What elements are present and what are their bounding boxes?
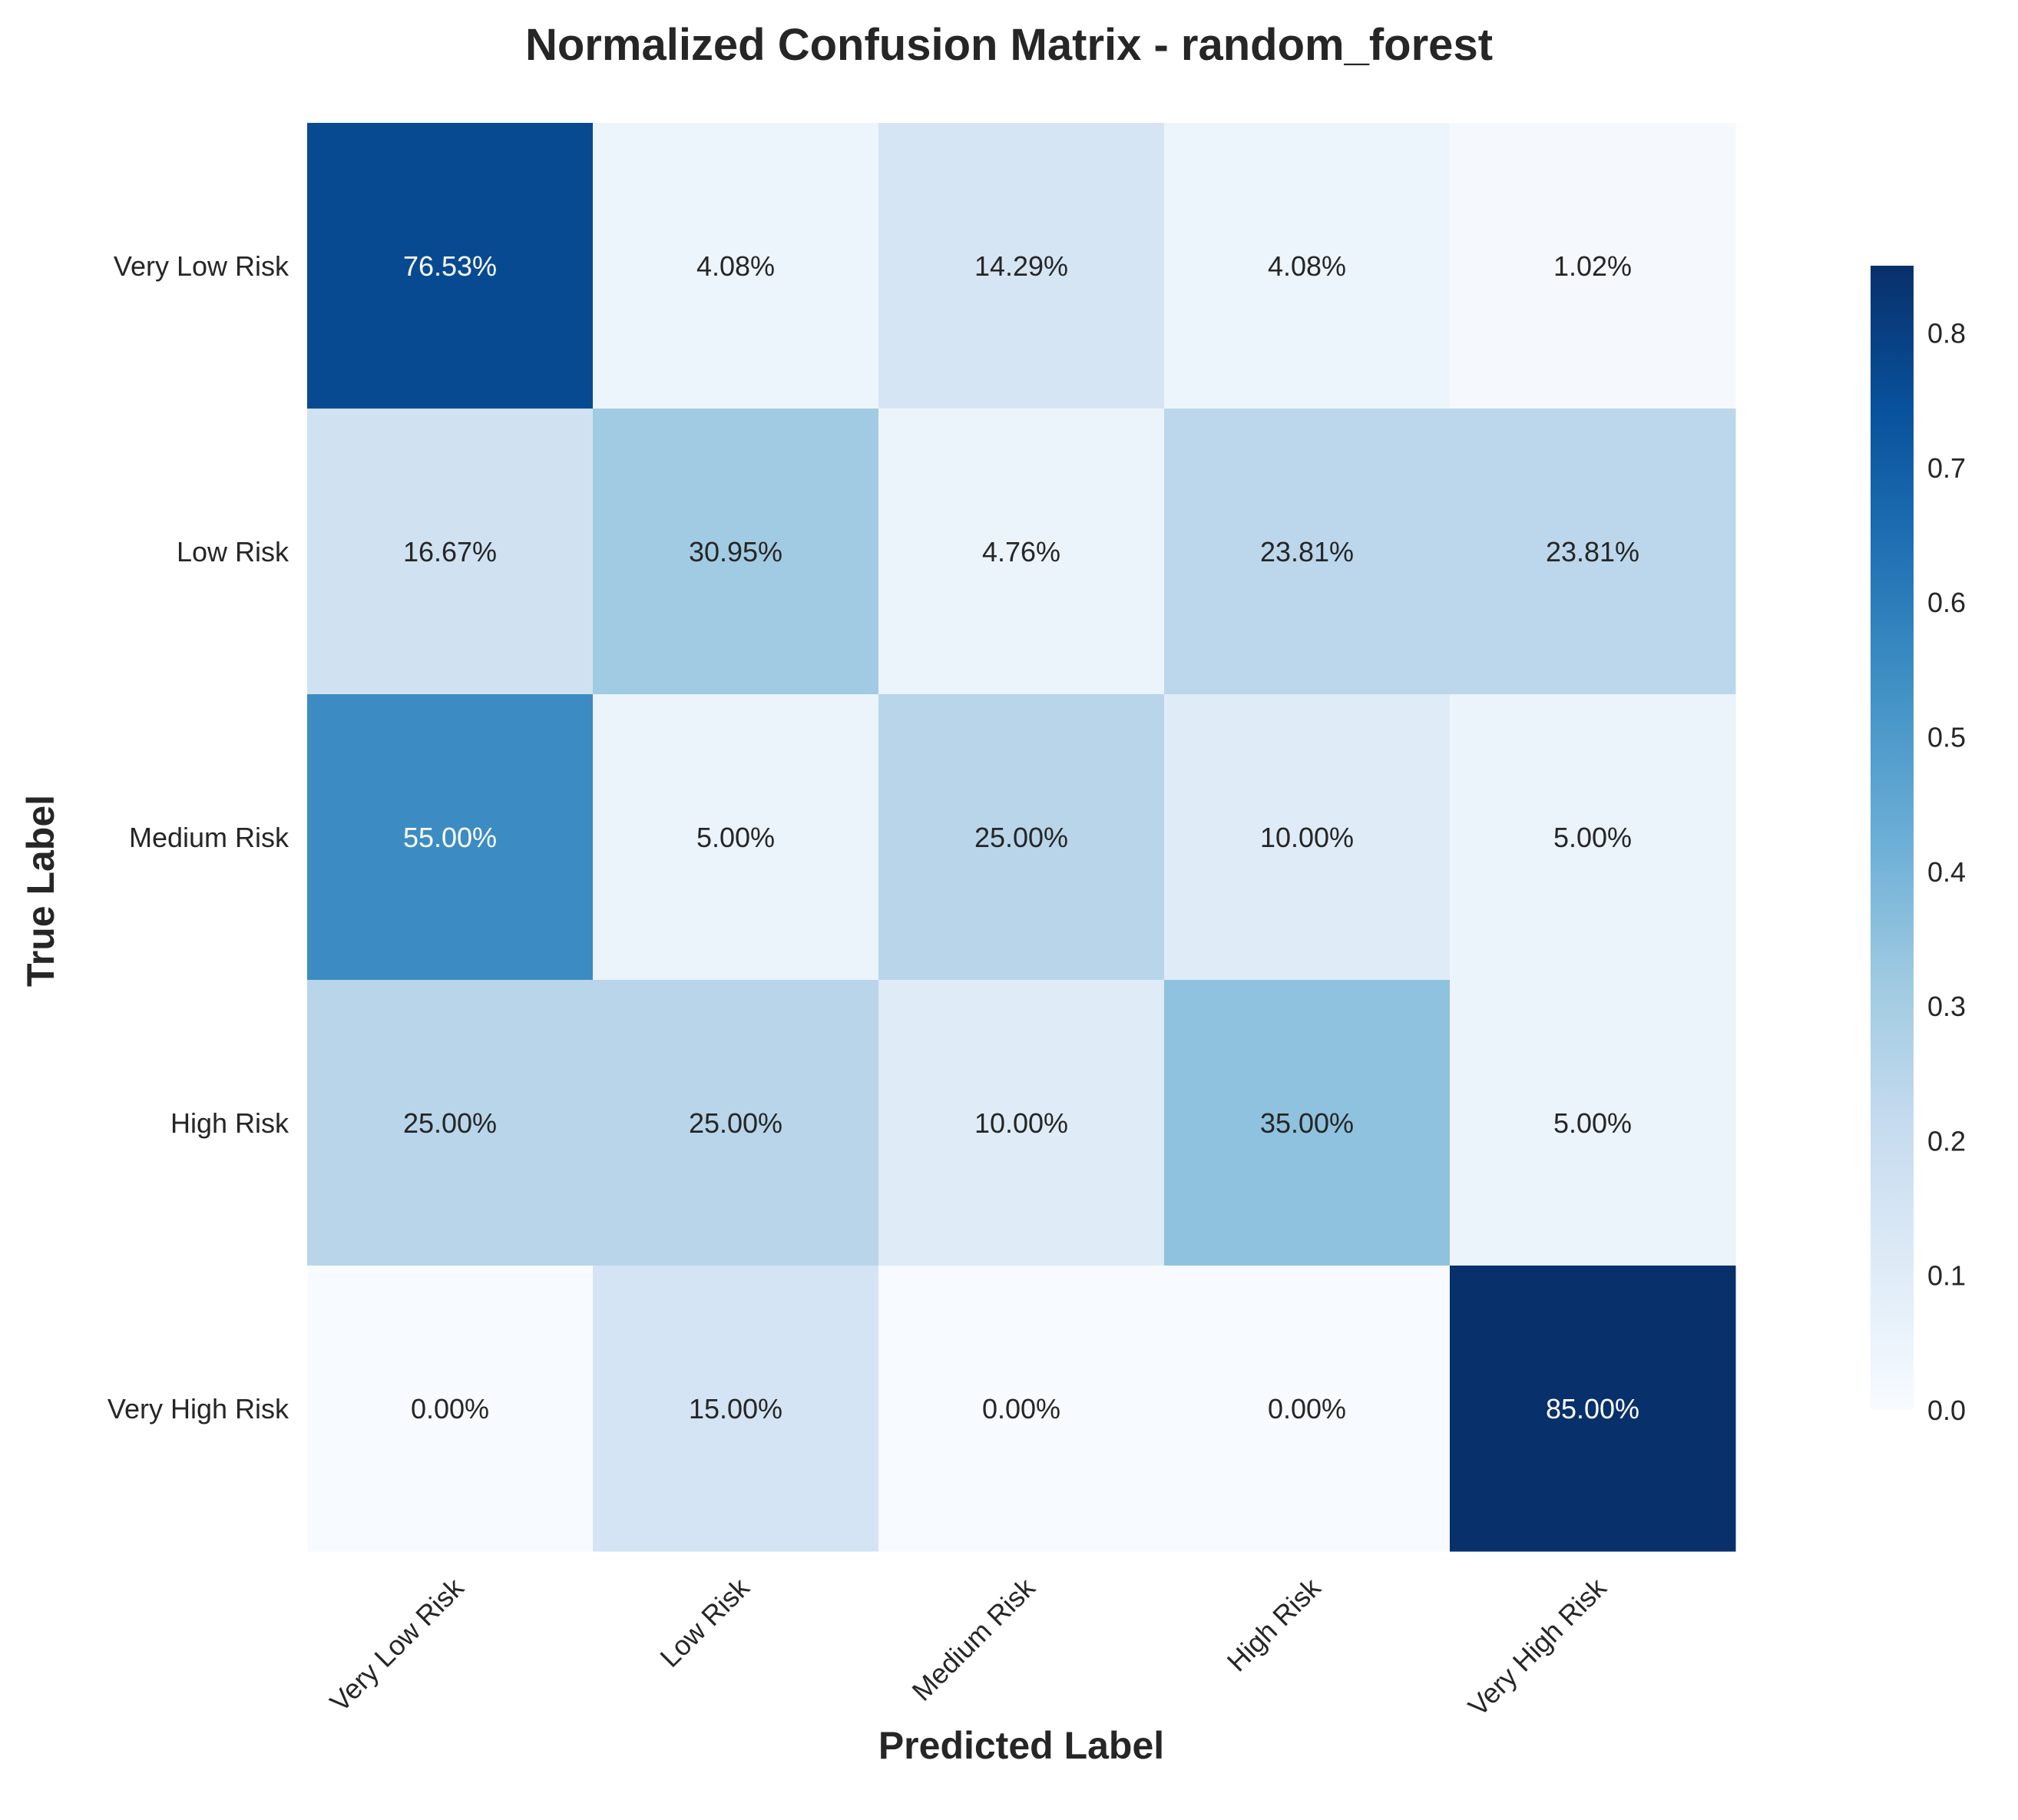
- colorbar-tick-label: 0.8: [1927, 318, 1966, 349]
- y-tick-label: Medium Risk: [129, 822, 289, 853]
- cell-value-label: 5.00%: [696, 822, 775, 853]
- cell-value-label: 23.81%: [1546, 536, 1639, 568]
- y-axis-label: True Label: [19, 795, 62, 987]
- cell-value-label: 15.00%: [689, 1393, 782, 1425]
- colorbar-tick-label: 0.1: [1927, 1260, 1966, 1292]
- cell-value-label: 0.00%: [1268, 1393, 1346, 1425]
- cell-value-label: 55.00%: [403, 822, 497, 853]
- cell-value-label: 5.00%: [1553, 822, 1632, 853]
- cell-value-label: 14.29%: [974, 250, 1068, 282]
- cell-value-label: 85.00%: [1546, 1393, 1639, 1425]
- colorbar-tick-label: 0.0: [1927, 1395, 1966, 1426]
- cell-value-label: 1.02%: [1553, 250, 1632, 282]
- cell-value-label: 16.67%: [403, 536, 497, 568]
- colorbar-tick-label: 0.2: [1927, 1125, 1966, 1157]
- cell-value-label: 10.00%: [974, 1107, 1068, 1139]
- cell-value-label: 10.00%: [1260, 822, 1354, 853]
- y-tick-label: High Risk: [170, 1107, 289, 1139]
- colorbar-gradient: [1871, 266, 1914, 1410]
- cell-value-label: 0.00%: [982, 1393, 1060, 1425]
- chart-title: Normalized Confusion Matrix - random_for…: [525, 20, 1493, 70]
- cell-value-label: 0.00%: [411, 1393, 489, 1425]
- cell-value-label: 4.76%: [982, 536, 1060, 568]
- cell-value-label: 25.00%: [974, 822, 1068, 853]
- cell-value-label: 23.81%: [1260, 536, 1354, 568]
- x-axis-label: Predicted Label: [878, 1724, 1164, 1767]
- colorbar-tick-label: 0.5: [1927, 722, 1966, 753]
- cell-value-label: 4.08%: [1268, 250, 1346, 282]
- cell-value-label: 4.08%: [696, 250, 775, 282]
- colorbar-tick-label: 0.7: [1927, 452, 1966, 484]
- cell-value-label: 76.53%: [403, 250, 497, 282]
- colorbar-tick-label: 0.3: [1927, 991, 1966, 1022]
- y-tick-label: Very Low Risk: [114, 250, 289, 282]
- cell-value-label: 5.00%: [1553, 1107, 1632, 1139]
- cell-value-label: 30.95%: [689, 536, 782, 568]
- cell-value-label: 25.00%: [403, 1107, 497, 1139]
- colorbar-tick-label: 0.4: [1927, 856, 1966, 888]
- y-tick-label: Very High Risk: [108, 1393, 289, 1425]
- cell-value-label: 25.00%: [689, 1107, 782, 1139]
- cell-value-label: 35.00%: [1260, 1107, 1354, 1139]
- y-tick-label: Low Risk: [177, 536, 289, 568]
- colorbar-tick-label: 0.6: [1927, 587, 1966, 618]
